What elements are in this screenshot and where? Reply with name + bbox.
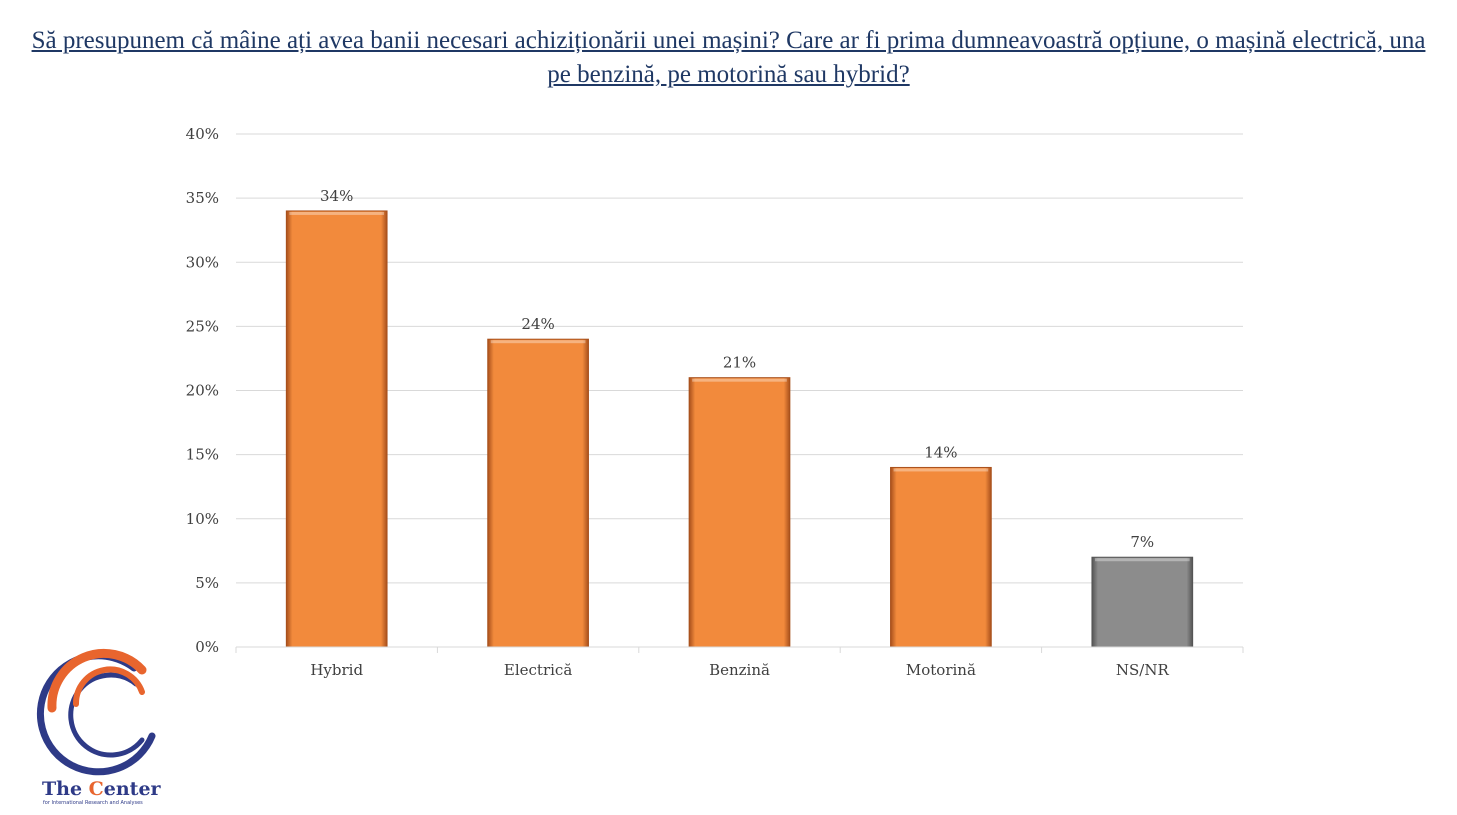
bar-hybrid <box>285 210 388 648</box>
category-label: Motorină <box>906 661 976 679</box>
center-logo: The Center for International Research an… <box>24 640 164 810</box>
bar-highlight <box>1094 558 1190 562</box>
y-tick-label: 20% <box>186 382 219 400</box>
logo-mark-icon <box>36 648 156 776</box>
y-tick-label: 0% <box>195 638 219 656</box>
logo-subtitle: for International Research and Analyses <box>43 800 143 806</box>
category-label: Electrică <box>504 661 572 679</box>
bar-highlight <box>490 340 586 344</box>
y-tick-label: 35% <box>186 189 219 207</box>
category-label: NS/NR <box>1116 661 1170 679</box>
data-label: 34% <box>320 187 353 205</box>
x-axis: Hybrid Electrică Benzină Motorină NS/NR <box>235 646 1244 679</box>
bar-ns-nr <box>1091 556 1194 648</box>
data-label: 21% <box>723 354 756 372</box>
bar-electric- <box>487 338 589 648</box>
data-label: 7% <box>1130 533 1154 551</box>
category-label: Hybrid <box>310 661 363 679</box>
data-label: 14% <box>924 443 957 461</box>
bars: 34% 24% 21% 14% 7% <box>285 187 1194 648</box>
bar-highlight <box>289 211 385 215</box>
y-tick-label: 15% <box>186 446 219 464</box>
y-tick-label: 25% <box>186 317 219 335</box>
y-axis: 0% 5% 10% 15% 20% 25% 30% 35% 40% <box>186 125 219 656</box>
logo-name: The Center <box>42 778 161 800</box>
data-label: 24% <box>521 315 554 333</box>
y-tick-label: 10% <box>186 510 219 528</box>
chart-title: Să presupunem că mâine ați avea banii ne… <box>31 27 1426 88</box>
bar-benzin- <box>688 377 791 648</box>
y-tick-label: 30% <box>186 253 219 271</box>
y-tick-label: 40% <box>186 125 219 143</box>
bar-motorin- <box>890 466 992 648</box>
bar-highlight <box>893 468 989 472</box>
category-label: Benzină <box>709 661 770 679</box>
y-tick-label: 5% <box>195 574 219 592</box>
bar-highlight <box>692 378 787 382</box>
